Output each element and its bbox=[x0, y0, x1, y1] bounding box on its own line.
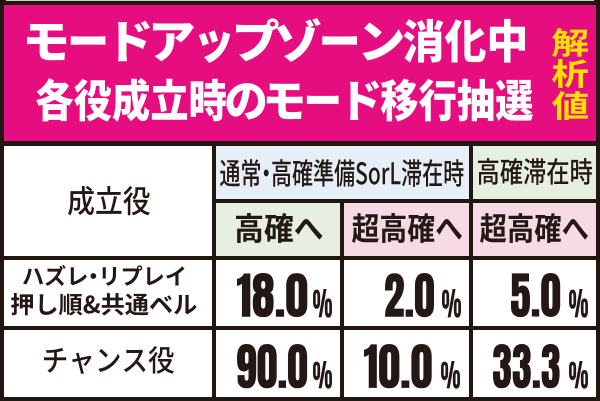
cell-row2-label bbox=[4, 330, 212, 397]
value-r2c2-glyphs bbox=[363, 344, 432, 389]
unit-r1c1-glyphs bbox=[312, 288, 332, 318]
value-r1c1-glyphs bbox=[236, 273, 307, 318]
unit-r2c2-glyphs bbox=[440, 361, 460, 389]
subheader-1-glyphs bbox=[236, 212, 323, 243]
unit-r2c1-glyphs bbox=[313, 361, 333, 389]
analysis-badge-char2-glyphs bbox=[552, 59, 588, 88]
analysis-badge-char1-glyphs bbox=[552, 28, 588, 58]
subheader-2-glyphs bbox=[351, 212, 462, 243]
corner-header-glyphs bbox=[68, 186, 150, 216]
unit-r1c3-glyphs bbox=[568, 288, 588, 318]
banner-top-highlight bbox=[6, 0, 594, 1]
row1-label-line2-glyphs bbox=[11, 293, 197, 316]
subheader-3-glyphs bbox=[480, 212, 588, 243]
row2-label-glyphs bbox=[44, 345, 174, 374]
cell-corner-header bbox=[4, 146, 212, 256]
unit-r1c2-glyphs bbox=[441, 288, 461, 318]
value-r2c1-glyphs bbox=[236, 344, 307, 389]
colgroup-koukaku-glyphs bbox=[477, 158, 592, 186]
value-r2c3-glyphs bbox=[492, 344, 560, 389]
unit-r2c3-glyphs bbox=[568, 361, 588, 389]
analysis-badge-char3-glyphs bbox=[552, 91, 588, 120]
cell-subheader-2 bbox=[344, 203, 469, 256]
cell-subheader-3 bbox=[473, 203, 596, 256]
value-r1c3-glyphs bbox=[510, 273, 561, 318]
cell-subheader-1 bbox=[216, 203, 340, 256]
banner-title-line2-glyphs bbox=[36, 78, 534, 122]
row1-label-line1-glyphs bbox=[23, 265, 185, 286]
value-r1c2-glyphs bbox=[384, 273, 434, 318]
colgroup-normal-glyphs bbox=[219, 159, 463, 187]
banner-title-line1-glyphs bbox=[27, 18, 525, 64]
